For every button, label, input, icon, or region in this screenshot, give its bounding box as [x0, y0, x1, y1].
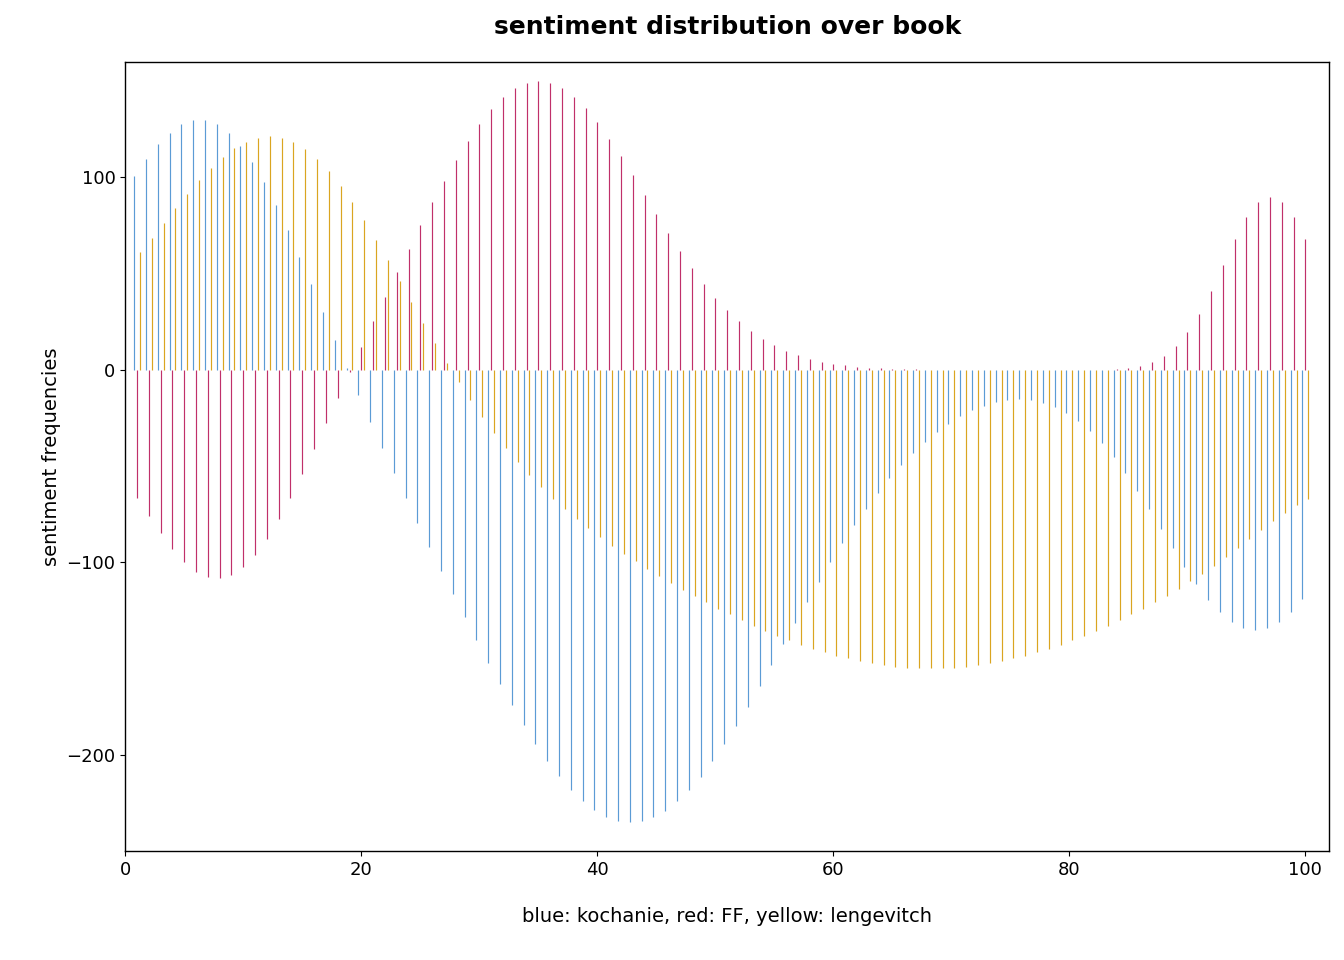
Title: sentiment distribution over book: sentiment distribution over book [493, 15, 961, 39]
X-axis label: blue: kochanie, red: FF, yellow: lengevitch: blue: kochanie, red: FF, yellow: lengevi… [521, 907, 933, 925]
Y-axis label: sentiment frequencies: sentiment frequencies [42, 348, 60, 565]
